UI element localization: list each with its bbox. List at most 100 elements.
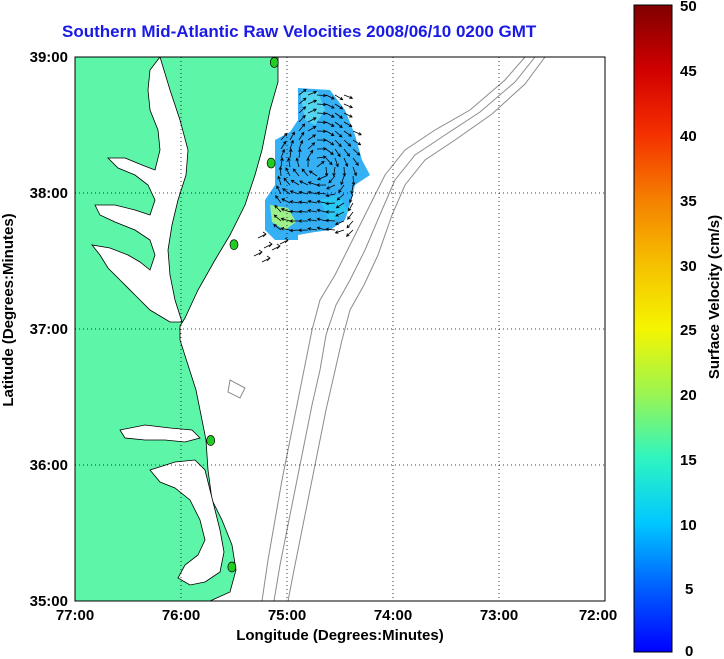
station-marker bbox=[266, 157, 276, 169]
velocity-vectors bbox=[253, 88, 362, 263]
velocity-arrow bbox=[298, 97, 307, 105]
velocity-arrow bbox=[335, 202, 345, 209]
velocity-arrow bbox=[349, 193, 354, 204]
velocity-arrow bbox=[325, 130, 335, 136]
velocity-arrow bbox=[325, 148, 334, 155]
velocity-arrow bbox=[307, 190, 318, 195]
velocity-arrow bbox=[325, 227, 336, 232]
velocity-arrow bbox=[299, 180, 309, 186]
colorbar-tick-label: 15 bbox=[680, 452, 697, 469]
velocity-arrow bbox=[307, 126, 317, 132]
velocity-arrow bbox=[316, 155, 327, 159]
velocity-arrow bbox=[352, 166, 357, 177]
velocity-arrow bbox=[325, 139, 335, 146]
velocity-arrow bbox=[343, 157, 349, 168]
velocity-arrow bbox=[298, 114, 306, 123]
velocity-arrow bbox=[352, 130, 362, 136]
velocity-arrow bbox=[325, 218, 336, 223]
x-tick-label: 76:00 bbox=[162, 607, 200, 624]
x-ticks: 77:00 76:00 75:00 74:00 73:00 72:00 bbox=[56, 607, 617, 624]
station-marker bbox=[227, 561, 237, 573]
velocity-arrow bbox=[276, 185, 282, 195]
velocity-arrow bbox=[274, 204, 282, 213]
bathymetry-contours bbox=[227, 57, 546, 601]
velocity-arrow bbox=[263, 241, 273, 249]
velocity-arrow bbox=[334, 103, 344, 110]
velocity-arrow bbox=[343, 139, 352, 147]
velocity-arrow bbox=[307, 199, 318, 204]
velocity-arrow bbox=[346, 220, 354, 229]
velocity-arrow bbox=[316, 111, 327, 116]
colorbar-tick-label: 40 bbox=[680, 128, 697, 145]
velocity-arrow bbox=[257, 231, 267, 239]
y-tick-label: 37:00 bbox=[30, 321, 68, 338]
velocity-arrow bbox=[307, 209, 318, 213]
velocity-arrow bbox=[307, 142, 316, 150]
chesapeake-bay bbox=[91, 57, 189, 323]
y-tick-label: 39:00 bbox=[30, 49, 68, 66]
velocity-arrow bbox=[307, 108, 317, 114]
velocity-arrow bbox=[277, 175, 282, 186]
velocity-arrow bbox=[279, 237, 289, 245]
velocity-arrow bbox=[307, 218, 318, 222]
colorbar-tick-label: 25 bbox=[680, 322, 697, 339]
velocity-arrow bbox=[280, 140, 287, 150]
velocity-arrow bbox=[308, 170, 318, 177]
velocity-arrow bbox=[325, 210, 336, 214]
velocity-arrow bbox=[351, 175, 356, 186]
velocity-arrow bbox=[348, 202, 354, 212]
velocity-arrow bbox=[298, 88, 307, 96]
velocity-arrow bbox=[298, 123, 306, 132]
colorbar bbox=[633, 4, 673, 653]
y-ticks: 39:00 38:00 37:00 36:00 35:00 bbox=[30, 49, 68, 610]
velocity-arrow bbox=[316, 217, 327, 222]
velocity-arrow bbox=[280, 208, 291, 213]
x-axis-label: Longitude (Degrees:Minutes) bbox=[236, 627, 444, 644]
velocity-arrow bbox=[316, 183, 327, 187]
velocity-arrow bbox=[343, 121, 353, 127]
velocity-arrow bbox=[289, 228, 300, 233]
pamlico-sound bbox=[149, 459, 225, 586]
velocity-arrow bbox=[273, 214, 282, 222]
velocity-arrow bbox=[289, 139, 294, 150]
velocity-arrow bbox=[288, 148, 293, 159]
velocity-arrow bbox=[301, 168, 309, 177]
velocity-arrow bbox=[316, 160, 325, 168]
velocity-arrow bbox=[343, 112, 353, 118]
albemarle-sound bbox=[119, 424, 201, 443]
velocity-arrow bbox=[352, 157, 359, 167]
colorbar-ticks: 50 45 40 35 30 25 20 15 10 5 0 bbox=[680, 0, 697, 659]
x-tick-label: 73:00 bbox=[480, 607, 518, 624]
velocity-arrow bbox=[334, 229, 345, 234]
y-tick-label: 36:00 bbox=[30, 457, 68, 474]
station-marker bbox=[269, 57, 279, 68]
velocity-arrow bbox=[347, 211, 354, 220]
velocity-arrow bbox=[307, 227, 318, 231]
station-marker bbox=[206, 435, 216, 446]
colorbar-tick-label: 5 bbox=[685, 581, 693, 598]
velocity-arrow bbox=[298, 200, 309, 205]
colorbar-tick-label: 35 bbox=[680, 193, 697, 210]
velocity-arrow bbox=[343, 103, 354, 109]
velocity-arrow bbox=[307, 99, 318, 105]
velocity-arrow bbox=[298, 131, 305, 141]
velocity-arrow bbox=[298, 219, 308, 223]
velocity-arrow bbox=[350, 184, 354, 195]
velocity-arrow bbox=[298, 139, 304, 150]
velocity-arrow bbox=[334, 139, 342, 148]
velocity-arrow bbox=[298, 106, 307, 114]
colorbar-tick-label: 10 bbox=[680, 517, 697, 534]
velocity-arrow bbox=[289, 200, 300, 204]
velocity-arrow bbox=[325, 94, 335, 100]
y-tick-label: 35:00 bbox=[30, 593, 68, 610]
velocity-arrow bbox=[334, 112, 344, 119]
colorbar-tick-label: 45 bbox=[680, 63, 697, 80]
velocity-arrow bbox=[316, 200, 327, 204]
velocity-arrow bbox=[317, 175, 327, 181]
velocity-arrow bbox=[307, 117, 317, 123]
velocity-arrow bbox=[324, 166, 329, 177]
velocity-arrow bbox=[316, 147, 327, 151]
station-markers bbox=[206, 57, 279, 573]
velocity-arrow bbox=[298, 228, 309, 233]
velocity-arrow bbox=[334, 130, 343, 138]
